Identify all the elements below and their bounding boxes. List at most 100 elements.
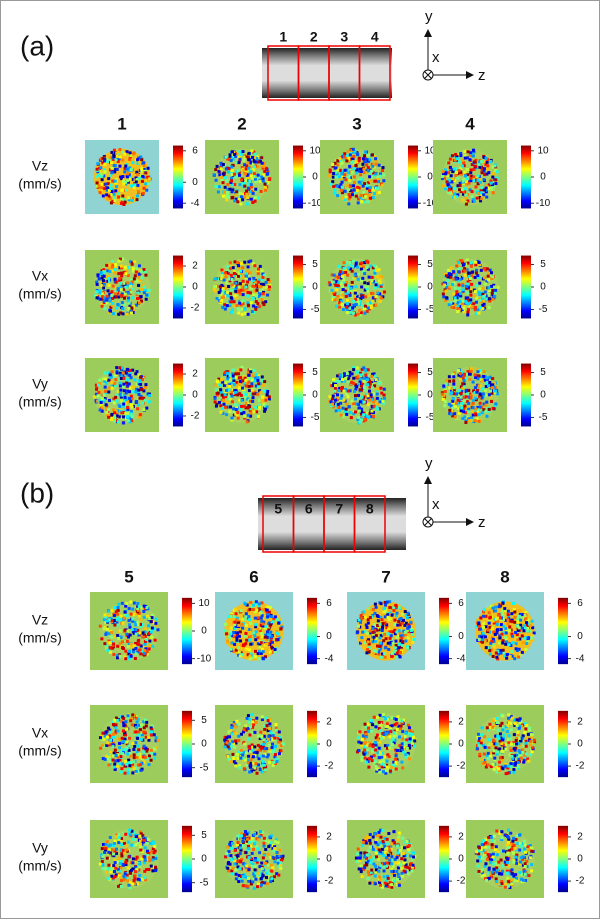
- map-speckle: [461, 159, 464, 162]
- map-speckle: [255, 600, 258, 603]
- map-speckle: [251, 720, 254, 723]
- map-speckle: [374, 722, 377, 725]
- map-speckle: [521, 651, 524, 654]
- map-speckle: [226, 291, 229, 294]
- map-speckle: [258, 180, 261, 183]
- map-speckle: [381, 626, 384, 629]
- map-speckle: [264, 408, 267, 411]
- map-speckle: [268, 744, 271, 747]
- map-speckle: [113, 164, 116, 167]
- map-speckle: [395, 636, 398, 639]
- map-speckle: [357, 273, 360, 276]
- colorbar-tick-label: 0: [577, 631, 583, 642]
- map-speckle: [487, 286, 490, 289]
- map-speckle: [116, 618, 119, 621]
- map-speckle: [472, 154, 475, 157]
- map-speckle: [354, 274, 357, 277]
- map-speckle: [137, 393, 140, 396]
- map-speckle: [348, 165, 351, 168]
- map-speckle: [380, 656, 383, 659]
- map-speckle: [461, 387, 464, 390]
- map-speckle: [331, 403, 334, 406]
- map-speckle: [237, 735, 240, 738]
- map-speckle: [363, 154, 366, 157]
- map-speckle: [105, 264, 108, 267]
- map-speckle: [491, 607, 494, 610]
- map-speckle: [125, 189, 128, 192]
- map-speckle: [469, 277, 472, 280]
- map-speckle: [99, 625, 102, 628]
- map-speckle: [366, 383, 369, 386]
- map-speckle: [493, 645, 496, 648]
- map-speckle: [121, 301, 124, 304]
- map-speckle: [338, 175, 341, 178]
- map-speckle: [137, 748, 140, 751]
- map-speckle: [518, 643, 521, 646]
- map-speckle: [262, 165, 265, 168]
- map-speckle: [106, 198, 109, 201]
- map-speckle: [135, 400, 138, 403]
- map-speckle: [114, 278, 117, 281]
- map-speckle: [512, 602, 515, 605]
- map-speckle: [366, 632, 369, 635]
- map-speckle: [481, 307, 484, 310]
- map-speckle: [244, 379, 247, 382]
- map-speckle: [233, 199, 236, 202]
- map-speckle: [477, 374, 480, 377]
- map-speckle: [279, 749, 282, 752]
- map-speckle: [220, 299, 223, 302]
- map-speckle: [226, 281, 229, 284]
- map-speckle: [256, 772, 259, 775]
- map-speckle: [473, 294, 476, 297]
- map-speckle: [138, 161, 141, 164]
- map-speckle: [350, 416, 353, 419]
- map-speckle: [446, 279, 449, 282]
- map-speckle: [108, 195, 111, 198]
- map-speckle: [133, 753, 136, 756]
- map-speckle: [148, 400, 151, 403]
- map-speckle: [111, 387, 114, 390]
- map-speckle: [482, 626, 485, 629]
- map-speckle: [376, 408, 379, 411]
- map-speckle: [118, 742, 121, 745]
- map-speckle: [391, 614, 394, 617]
- map-speckle: [268, 395, 271, 398]
- map-speckle: [128, 764, 131, 767]
- map-speckle: [344, 283, 347, 286]
- map-speckle: [484, 389, 487, 392]
- map-speckle: [127, 297, 130, 300]
- map-speckle: [125, 727, 128, 730]
- map-speckle: [329, 283, 332, 286]
- map-speckle: [360, 286, 363, 289]
- map-speckle: [390, 655, 393, 658]
- colorbar-tick-label: 10: [198, 598, 210, 609]
- map-speckle: [137, 730, 140, 733]
- map-speckle: [266, 615, 269, 618]
- map-speckle: [122, 724, 125, 727]
- map-speckle: [121, 622, 124, 625]
- map-speckle: [373, 649, 376, 652]
- map-speckle: [404, 640, 407, 643]
- map-speckle: [342, 293, 345, 296]
- map-speckle: [127, 307, 130, 310]
- map-speckle: [471, 190, 474, 193]
- map-speckle: [524, 617, 527, 620]
- map-speckle: [470, 370, 473, 373]
- map-speckle: [390, 634, 393, 637]
- colorbar: [293, 256, 303, 319]
- map-speckle: [450, 174, 453, 177]
- map-speckle: [229, 615, 232, 618]
- map-speckle: [247, 374, 250, 377]
- map-speckle: [266, 172, 269, 175]
- map-speckle: [377, 615, 380, 618]
- map-speckle: [107, 390, 110, 393]
- map-speckle: [363, 377, 366, 380]
- map-speckle: [114, 292, 117, 295]
- map-speckle: [229, 300, 232, 303]
- map-speckle: [533, 631, 536, 634]
- map-speckle: [124, 720, 127, 723]
- map-speckle: [478, 420, 481, 423]
- map-speckle: [268, 288, 271, 291]
- map-speckle: [242, 150, 245, 153]
- map-speckle: [264, 183, 267, 186]
